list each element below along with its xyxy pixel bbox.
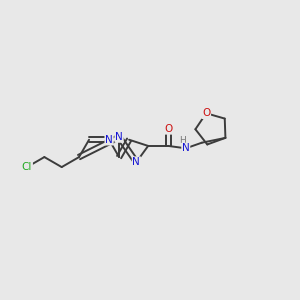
Text: N: N (115, 132, 123, 142)
Text: N: N (133, 157, 140, 167)
Text: N: N (182, 143, 190, 153)
Text: H: H (179, 136, 186, 146)
Text: O: O (202, 108, 210, 118)
Text: N: N (105, 135, 113, 145)
Text: O: O (164, 124, 172, 134)
Text: Cl: Cl (22, 162, 32, 172)
